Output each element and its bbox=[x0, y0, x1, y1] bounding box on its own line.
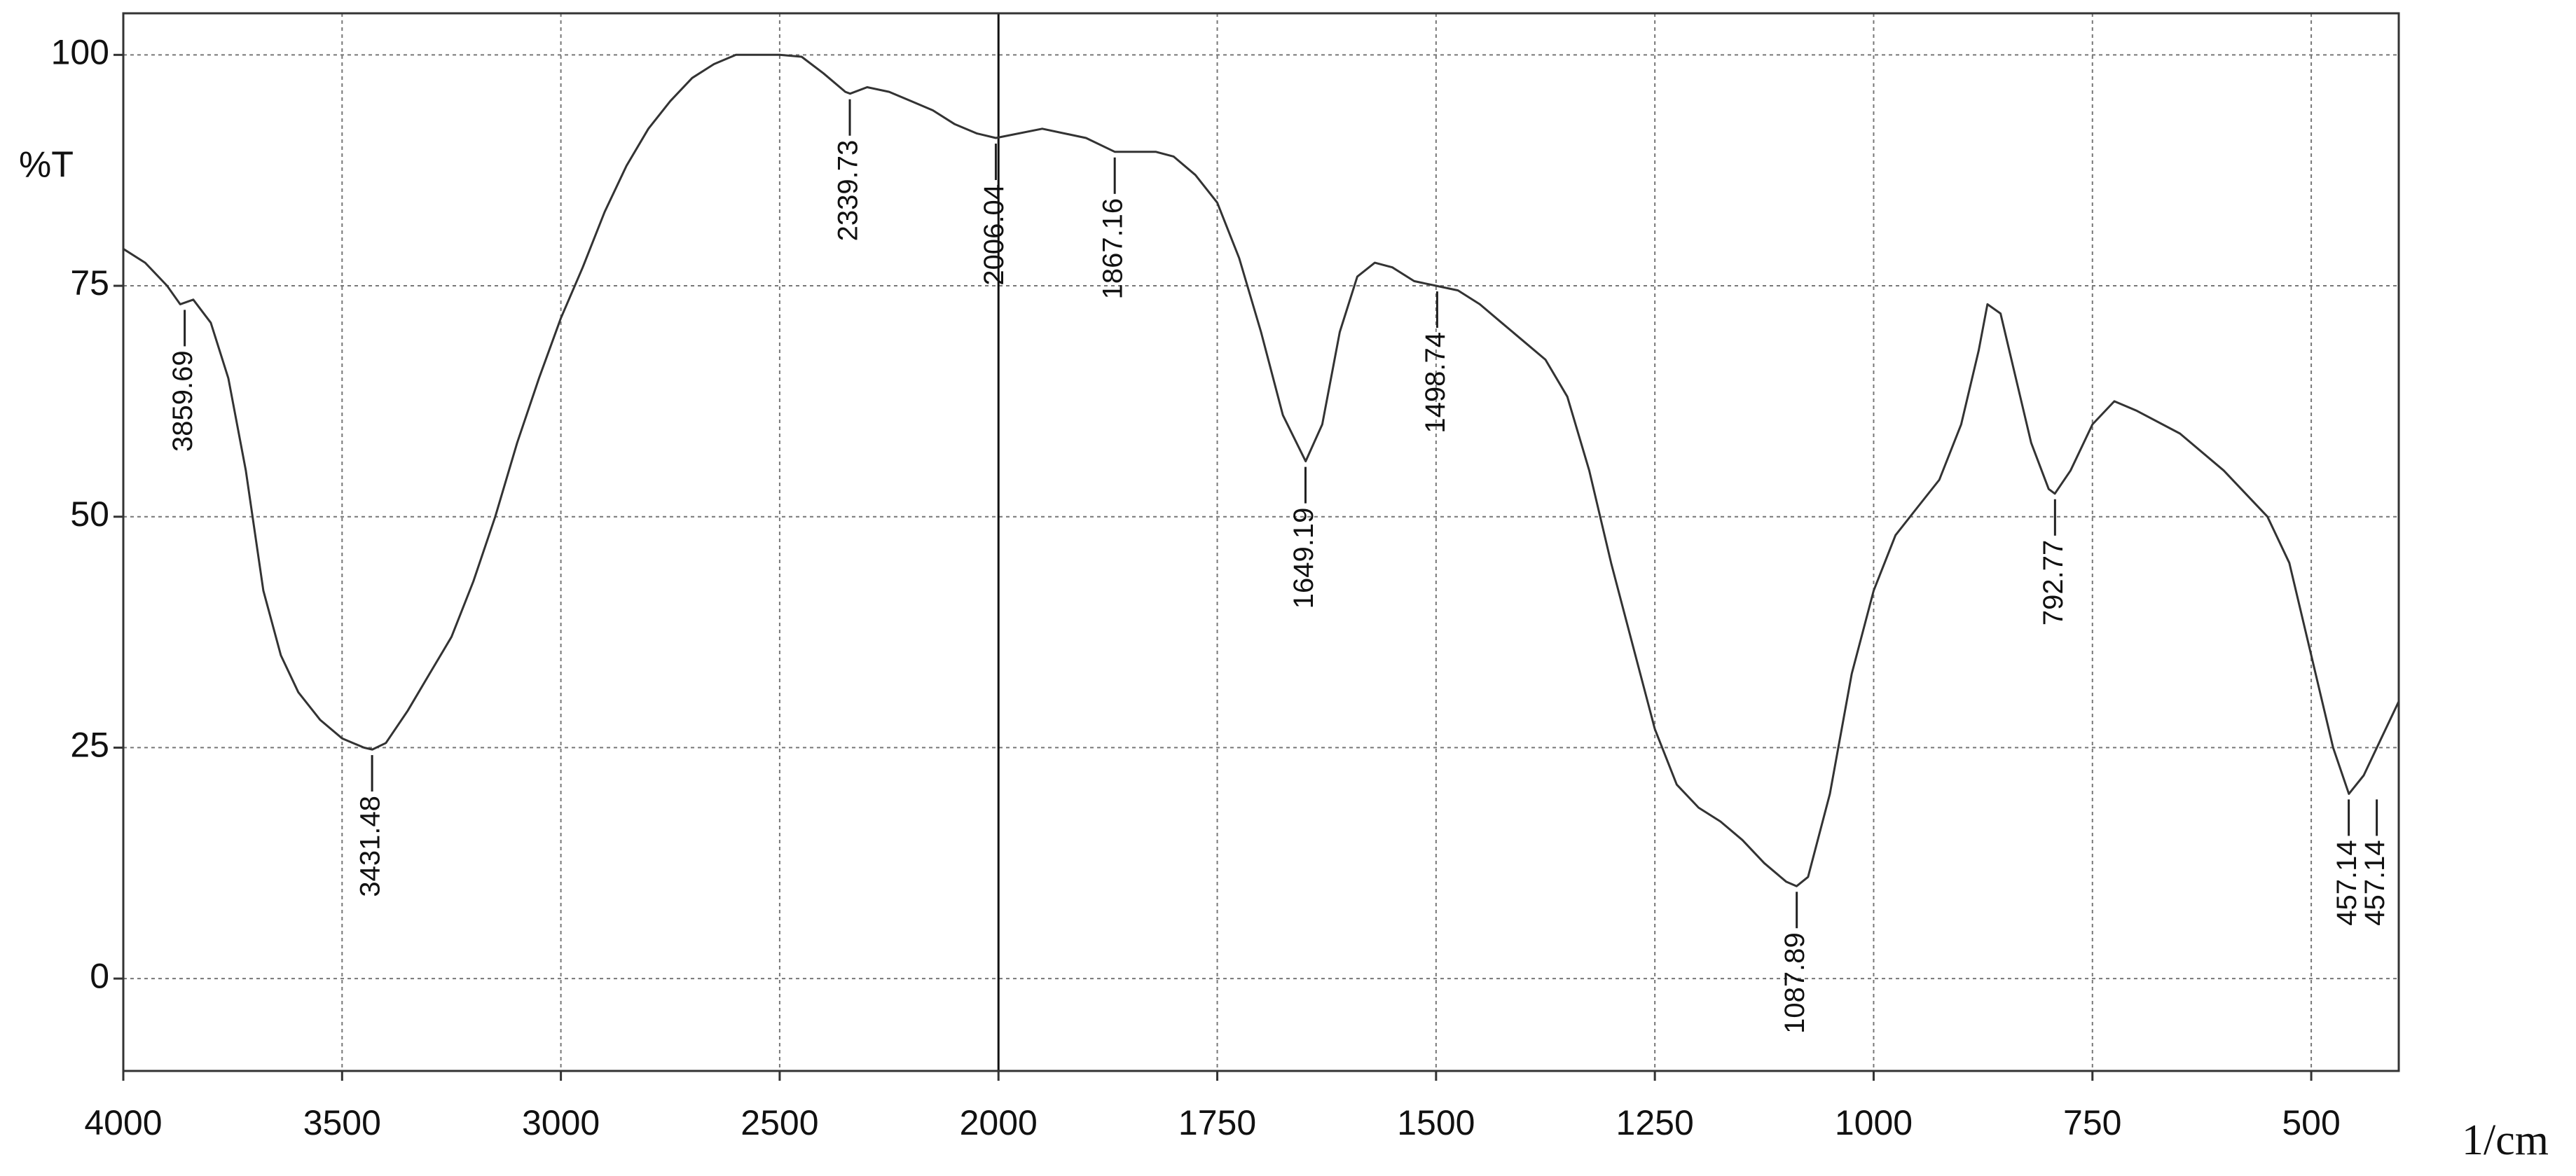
x-tick-label: 500 bbox=[2282, 1103, 2340, 1142]
y-tick-label: 100 bbox=[51, 33, 109, 72]
x-axis-label: 1/cm bbox=[2462, 1116, 2549, 1164]
y-tick-label: 50 bbox=[70, 494, 109, 534]
peak-label: 457.14 bbox=[2332, 840, 2362, 925]
x-tick-label: 2000 bbox=[960, 1103, 1038, 1142]
y-tick-label: 75 bbox=[70, 263, 109, 303]
x-tick-label: 3500 bbox=[303, 1103, 381, 1142]
plot-frame bbox=[122, 12, 2400, 1072]
peak-label: 1867.16 bbox=[1098, 198, 1129, 300]
peak-label: 792.77 bbox=[2038, 540, 2069, 625]
peak-label: 2339.73 bbox=[833, 140, 864, 242]
x-tick-label: 1500 bbox=[1397, 1103, 1475, 1142]
y-tick-label: 0 bbox=[90, 956, 109, 995]
x-tick-label: 1250 bbox=[1616, 1103, 1694, 1142]
x-tick-label: 1000 bbox=[1835, 1103, 1913, 1142]
peak-label: 2006.04 bbox=[979, 184, 1010, 286]
y-tick-label: 25 bbox=[70, 726, 109, 765]
spectrum-line bbox=[123, 53, 2400, 887]
y-axis-label: %T bbox=[19, 145, 74, 186]
x-tick-label: 1750 bbox=[1178, 1103, 1256, 1142]
peak-label: 1498.74 bbox=[1420, 332, 1451, 434]
x-tick-label: 4000 bbox=[84, 1103, 162, 1142]
peak-label: 3859.69 bbox=[167, 350, 198, 452]
peak-label: 3431.48 bbox=[355, 796, 386, 897]
peak-label: 457.14 bbox=[2360, 840, 2390, 925]
x-tick-label: 3000 bbox=[522, 1103, 600, 1142]
peak-label: 1087.89 bbox=[1779, 932, 1810, 1034]
x-tick-label: 750 bbox=[2063, 1103, 2121, 1142]
x-tick-label: 2500 bbox=[741, 1103, 818, 1142]
peak-label: 1649.19 bbox=[1288, 508, 1319, 609]
